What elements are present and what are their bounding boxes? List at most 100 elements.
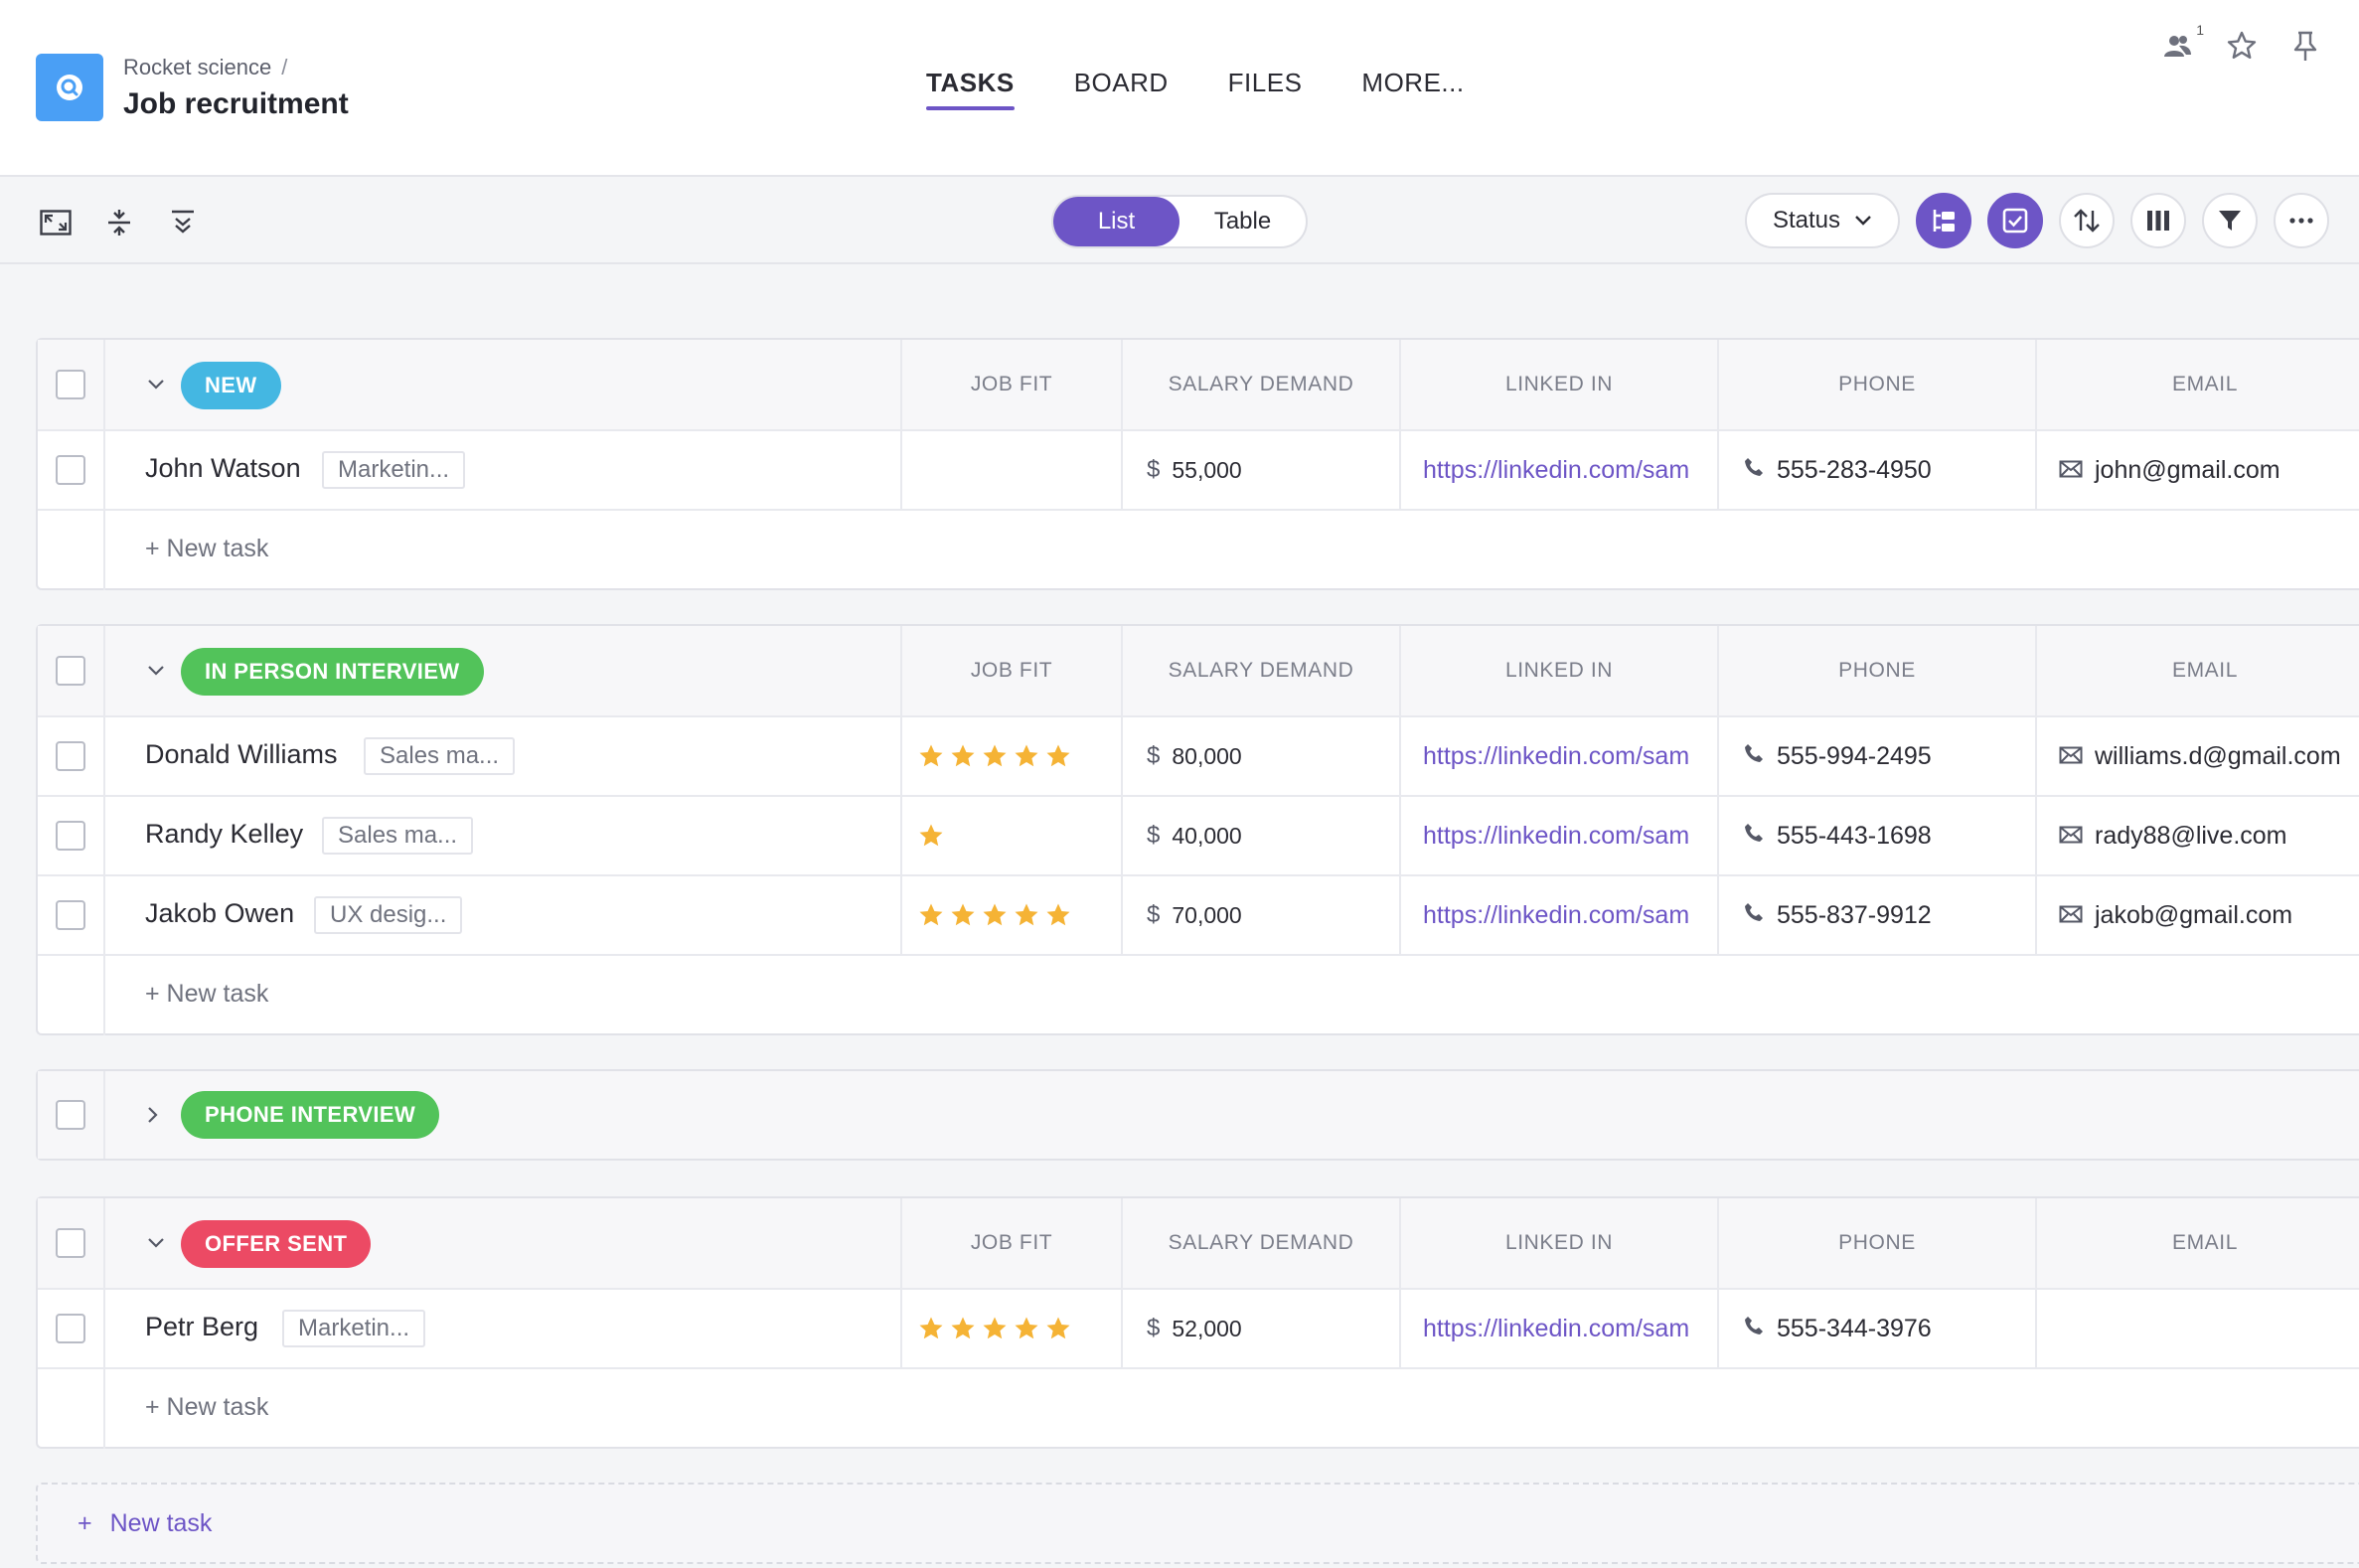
- show-completed-button[interactable]: [1987, 193, 2043, 248]
- salary-cell[interactable]: $55,000: [1121, 431, 1399, 509]
- task-name[interactable]: Jakob Owen: [145, 898, 295, 928]
- job-fit-rating[interactable]: [900, 431, 1121, 509]
- collapse-all-icon[interactable]: [101, 205, 137, 240]
- chevron-right-icon[interactable]: [147, 1071, 159, 1159]
- email-cell[interactable]: williams.d@gmail.com: [2035, 717, 2359, 795]
- add-task-button[interactable]: + New task: [145, 980, 269, 1008]
- phone-cell[interactable]: 555-344-3976: [1717, 1290, 2035, 1367]
- star-filled-icon: [983, 1317, 1007, 1339]
- star-icon[interactable]: [2224, 28, 2260, 64]
- task-tag[interactable]: Marketin...: [322, 451, 466, 489]
- tab-tasks[interactable]: TASKS: [926, 68, 1015, 110]
- list-view-button[interactable]: List: [1053, 197, 1180, 246]
- add-task-button[interactable]: + New task: [145, 1393, 269, 1421]
- status-badge[interactable]: NEW: [181, 362, 281, 409]
- email-cell[interactable]: rady88@live.com: [2035, 797, 2359, 874]
- linkedin-link[interactable]: https://linkedin.com/sam: [1399, 431, 1717, 509]
- group-select-checkbox[interactable]: [56, 1228, 85, 1258]
- task-name[interactable]: John Watson: [145, 453, 301, 483]
- column-header-linkedin[interactable]: LINKED IN: [1399, 626, 1717, 715]
- tab-board[interactable]: BOARD: [1073, 68, 1169, 97]
- tab-more[interactable]: MORE...: [1361, 68, 1465, 97]
- salary-cell[interactable]: $80,000: [1121, 717, 1399, 795]
- phone-cell[interactable]: 555-283-4950: [1717, 431, 2035, 509]
- task-name[interactable]: Donald Williams: [145, 739, 338, 769]
- email-cell[interactable]: john@gmail.com: [2035, 431, 2359, 509]
- salary-cell[interactable]: $40,000: [1121, 797, 1399, 874]
- task-name[interactable]: Petr Berg: [145, 1312, 259, 1341]
- task-checkbox[interactable]: [56, 455, 85, 485]
- job-fit-rating[interactable]: [900, 1290, 1121, 1367]
- task-checkbox[interactable]: [56, 741, 85, 771]
- subtasks-toggle-button[interactable]: [1916, 193, 1971, 248]
- expand-all-icon[interactable]: [165, 205, 201, 240]
- table-row[interactable]: Randy Kelley Sales ma... $40,000 https:/…: [38, 797, 2359, 876]
- breadcrumb[interactable]: Rocket science /: [123, 55, 287, 80]
- linkedin-link[interactable]: https://linkedin.com/sam: [1399, 797, 1717, 874]
- column-header-phone[interactable]: PHONE: [1717, 626, 2035, 715]
- column-header-linkedin[interactable]: LINKED IN: [1399, 1198, 1717, 1288]
- filter-button[interactable]: [2202, 193, 2258, 248]
- linkedin-link[interactable]: https://linkedin.com/sam: [1399, 876, 1717, 954]
- column-header-salary[interactable]: SALARY DEMAND: [1121, 626, 1399, 715]
- table-row[interactable]: Jakob Owen UX desig... $70,000 https://l…: [38, 876, 2359, 956]
- task-tag[interactable]: Sales ma...: [364, 737, 516, 775]
- linkedin-link[interactable]: https://linkedin.com/sam: [1399, 717, 1717, 795]
- column-header-phone[interactable]: PHONE: [1717, 340, 2035, 429]
- columns-button[interactable]: [2130, 193, 2186, 248]
- phone-cell[interactable]: 555-837-9912: [1717, 876, 2035, 954]
- group-select-checkbox[interactable]: [56, 370, 85, 399]
- status-badge[interactable]: PHONE INTERVIEW: [181, 1091, 440, 1139]
- column-header-linkedin[interactable]: LINKED IN: [1399, 340, 1717, 429]
- column-header-email[interactable]: EMAIL: [2035, 626, 2359, 715]
- group-select-checkbox[interactable]: [56, 1100, 85, 1130]
- breadcrumb-item[interactable]: Rocket science: [123, 55, 272, 79]
- project-icon[interactable]: [36, 54, 103, 121]
- members-icon[interactable]: 1: [2160, 22, 2204, 64]
- job-fit-rating[interactable]: [900, 876, 1121, 954]
- sort-button[interactable]: [2059, 193, 2115, 248]
- new-task-button[interactable]: + New task: [36, 1483, 2359, 1564]
- table-row[interactable]: John Watson Marketin... $55,000 https://…: [38, 431, 2359, 511]
- chevron-down-icon[interactable]: [147, 340, 165, 429]
- task-name[interactable]: Randy Kelley: [145, 819, 304, 849]
- phone-cell[interactable]: 555-994-2495: [1717, 717, 2035, 795]
- column-header-email[interactable]: EMAIL: [2035, 1198, 2359, 1288]
- job-fit-rating[interactable]: [900, 717, 1121, 795]
- task-checkbox[interactable]: [56, 1314, 85, 1343]
- salary-cell[interactable]: $52,000: [1121, 1290, 1399, 1367]
- job-fit-rating[interactable]: [900, 797, 1121, 874]
- chevron-down-icon[interactable]: [147, 1198, 165, 1288]
- table-row[interactable]: Petr Berg Marketin... $52,000 https://li…: [38, 1290, 2359, 1369]
- status-badge[interactable]: OFFER SENT: [181, 1220, 372, 1268]
- pin-icon[interactable]: [2287, 28, 2323, 64]
- column-header-salary[interactable]: SALARY DEMAND: [1121, 1198, 1399, 1288]
- tab-files[interactable]: FILES: [1227, 68, 1303, 97]
- more-options-button[interactable]: [2274, 193, 2329, 248]
- task-checkbox[interactable]: [56, 900, 85, 930]
- column-header-job-fit[interactable]: JOB FIT: [900, 626, 1121, 715]
- column-header-phone[interactable]: PHONE: [1717, 1198, 2035, 1288]
- linkedin-link[interactable]: https://linkedin.com/sam: [1399, 1290, 1717, 1367]
- chevron-down-icon[interactable]: [147, 626, 165, 715]
- task-tag[interactable]: UX desig...: [314, 896, 463, 934]
- column-header-job-fit[interactable]: JOB FIT: [900, 340, 1121, 429]
- column-header-salary[interactable]: SALARY DEMAND: [1121, 340, 1399, 429]
- column-header-job-fit[interactable]: JOB FIT: [900, 1198, 1121, 1288]
- task-tag[interactable]: Marketin...: [282, 1310, 426, 1347]
- column-header-email[interactable]: EMAIL: [2035, 340, 2359, 429]
- task-tag[interactable]: Sales ma...: [322, 817, 474, 855]
- table-row[interactable]: Donald Williams Sales ma... $80,000 http…: [38, 717, 2359, 797]
- status-badge[interactable]: IN PERSON INTERVIEW: [181, 648, 484, 696]
- add-task-button[interactable]: + New task: [145, 535, 269, 562]
- group-select-checkbox[interactable]: [56, 656, 85, 686]
- phone-cell[interactable]: 555-443-1698: [1717, 797, 2035, 874]
- email-cell[interactable]: [2035, 1290, 2359, 1367]
- table-view-button[interactable]: Table: [1213, 208, 1272, 235]
- members-count: 1: [2196, 22, 2204, 38]
- fullscreen-icon[interactable]: [38, 205, 74, 240]
- salary-cell[interactable]: $70,000: [1121, 876, 1399, 954]
- group-by-status-dropdown[interactable]: Status: [1744, 193, 1900, 248]
- email-cell[interactable]: jakob@gmail.com: [2035, 876, 2359, 954]
- task-checkbox[interactable]: [56, 821, 85, 851]
